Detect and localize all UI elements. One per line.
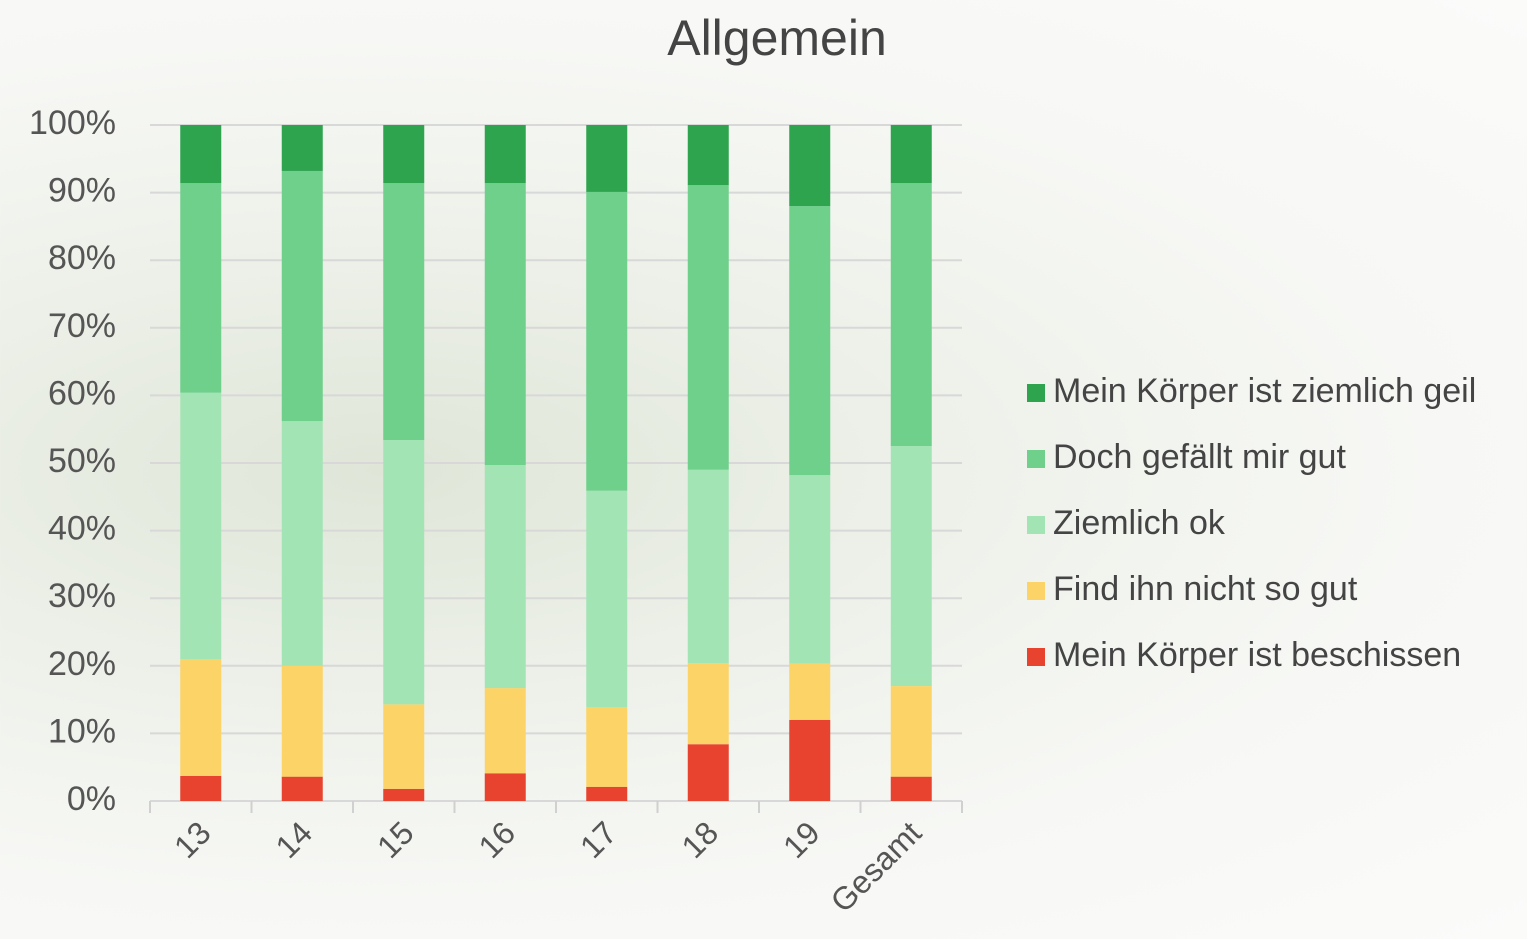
legend-label: Ziemlich ok	[1053, 504, 1226, 542]
bar-segment	[281, 170, 323, 422]
bar-segment	[687, 185, 729, 470]
x-tick-label: 17	[573, 814, 624, 865]
legend-swatch	[1027, 582, 1045, 600]
legend-label: Mein Körper ist ziemlich geil	[1053, 372, 1476, 410]
y-tick-label: 60%	[48, 374, 116, 412]
x-tick-label: Gesamt	[824, 814, 929, 919]
legend-label: Doch gefällt mir gut	[1053, 438, 1346, 476]
bar-segment	[586, 786, 628, 801]
legend-swatch	[1027, 384, 1045, 402]
x-tick-label: 13	[167, 814, 218, 865]
bar-segment	[586, 707, 628, 787]
legend-swatch	[1027, 516, 1045, 534]
bar-segment	[180, 125, 222, 184]
x-tick-label: 16	[472, 814, 523, 865]
legend-swatch	[1027, 648, 1045, 666]
bar-segment	[586, 191, 628, 491]
y-tick-label: 50%	[48, 442, 116, 480]
chart-title: Allgemein	[667, 10, 887, 66]
legend-label: Find ihn nicht so gut	[1053, 570, 1358, 608]
bar-segment	[890, 125, 932, 184]
bar-segment	[180, 392, 222, 660]
bar-segment	[890, 446, 932, 687]
bar-segment	[281, 125, 323, 171]
bar-segment	[789, 475, 831, 664]
bar-segment	[687, 469, 729, 664]
legend-label: Mein Körper ist beschissen	[1053, 636, 1461, 674]
bar-segment	[586, 125, 628, 192]
bar-segment	[789, 206, 831, 476]
bar-segment	[484, 465, 526, 689]
bar-segment	[484, 688, 526, 774]
y-tick-label: 0%	[67, 780, 116, 818]
x-tick-label: 18	[675, 814, 726, 865]
y-tick-label: 30%	[48, 577, 116, 615]
bar-segment	[383, 183, 425, 441]
x-tick-label: 14	[269, 814, 320, 865]
bar-segment	[180, 775, 222, 801]
bar-segment	[281, 421, 323, 666]
bar-segment	[789, 663, 831, 720]
bar-segment	[687, 744, 729, 801]
y-tick-label: 20%	[48, 645, 116, 683]
bar-segment	[383, 704, 425, 789]
bar-segment	[180, 183, 222, 393]
bar-segment	[687, 663, 729, 745]
bar-segment	[383, 788, 425, 801]
y-tick-label: 100%	[29, 104, 116, 142]
bar-segment	[484, 125, 526, 184]
x-tick-label: 19	[776, 814, 827, 865]
bar-segment	[383, 125, 425, 184]
y-tick-label: 70%	[48, 307, 116, 345]
x-tick-label: 15	[370, 814, 421, 865]
bar-segment	[586, 490, 628, 708]
bar-segment	[890, 686, 932, 777]
y-tick-label: 90%	[48, 172, 116, 210]
bar-segment	[180, 659, 222, 776]
y-tick-label: 80%	[48, 239, 116, 277]
bar-segment	[281, 665, 323, 777]
bar-segment	[687, 125, 729, 186]
bar-segment	[484, 183, 526, 466]
y-tick-label: 10%	[48, 712, 116, 750]
bar-segment	[890, 776, 932, 801]
y-tick-label: 40%	[48, 510, 116, 548]
bar-segment	[789, 125, 831, 207]
bar-segment	[789, 719, 831, 801]
bar-segment	[383, 440, 425, 705]
bar-segment	[484, 773, 526, 801]
bar-segment	[890, 183, 932, 447]
bar-segment	[281, 776, 323, 801]
legend-swatch	[1027, 450, 1045, 468]
